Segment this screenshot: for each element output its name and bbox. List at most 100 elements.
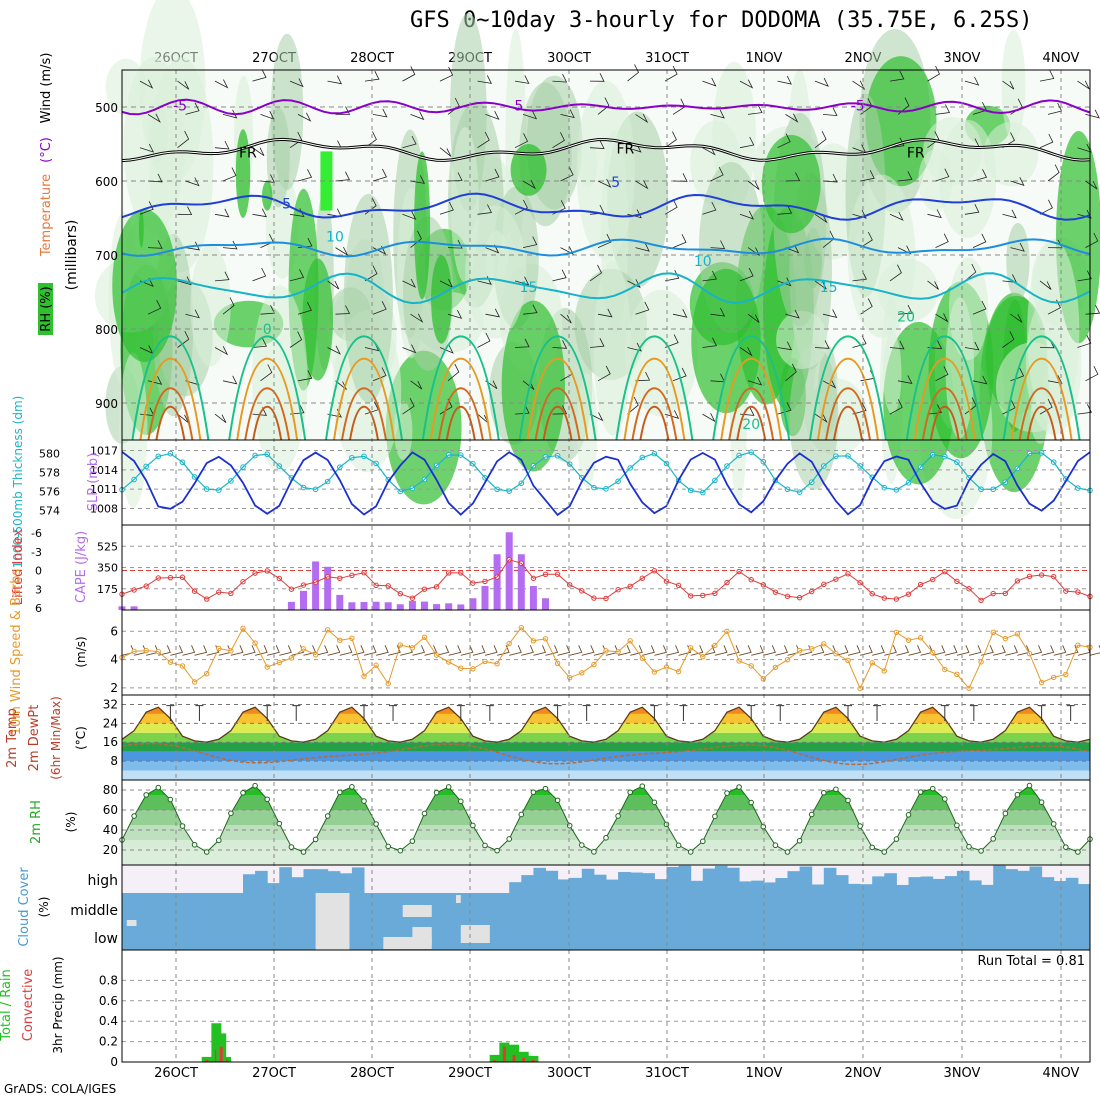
diurnal-contour <box>445 405 476 441</box>
pressure-tick-label: 700 <box>95 249 118 263</box>
surface-wind-barb <box>751 645 764 656</box>
temp-contour-5 <box>121 192 1091 221</box>
minmax-bar <box>776 705 785 721</box>
rh-point <box>700 838 706 845</box>
wind-barb <box>1039 398 1053 415</box>
surface-wind-barb <box>472 645 486 656</box>
cloud-high-cell <box>303 869 317 893</box>
cloud-high-cell <box>848 883 861 893</box>
wind-barb <box>364 265 378 282</box>
rh-point <box>591 849 597 855</box>
diurnal-contour <box>147 387 194 441</box>
rh-blob <box>190 244 231 367</box>
surface-wind-barb <box>388 645 401 656</box>
contour-label: 0 <box>263 322 272 338</box>
rh-point <box>155 784 162 791</box>
cape-bars <box>118 532 549 610</box>
wind-barb <box>252 69 267 82</box>
rh-blob <box>123 57 185 233</box>
ylabel-temp2m: 2m Temp <box>5 708 20 768</box>
diurnal-contour <box>139 357 202 441</box>
surface-wind-barb <box>351 645 365 656</box>
wind-barb <box>822 173 838 183</box>
rh-core <box>138 210 144 248</box>
wind-barb <box>402 135 417 149</box>
wind-barb <box>260 364 273 382</box>
day-label-bottom: 28OCT <box>350 1066 394 1080</box>
wind-barb <box>289 404 305 415</box>
precip-tick-label: 0.8 <box>99 973 118 987</box>
cape-tick-label: 525 <box>97 540 118 553</box>
minmax-bars <box>166 705 1075 721</box>
rh-point <box>990 836 997 842</box>
cloud-level-middle: middle <box>70 903 118 919</box>
cloud-level-low: low <box>94 931 118 947</box>
wind-barb <box>185 177 200 187</box>
surface-wind-barb <box>1089 645 1100 656</box>
rh-point <box>675 842 682 849</box>
surface-wind-barb <box>884 645 897 656</box>
wind-barb <box>214 140 230 150</box>
rh-blob <box>112 209 177 363</box>
pressure-tick-label: 800 <box>95 323 118 337</box>
li-tick-label: -6 <box>31 527 42 540</box>
cloud-high-cell <box>581 868 595 893</box>
wind-barb <box>672 367 687 382</box>
rh-point <box>687 849 694 855</box>
day-label-bottom: 30OCT <box>547 1066 591 1080</box>
wind-barb <box>777 341 793 351</box>
rh-point <box>954 822 960 829</box>
cape-bar <box>481 586 489 610</box>
wind-barb <box>777 75 792 85</box>
rh-point <box>796 837 803 844</box>
li-tick-label: -3 <box>31 546 42 559</box>
wind-barb <box>185 241 201 251</box>
surface-wind-barb <box>654 645 668 656</box>
rh-point <box>821 789 827 796</box>
wind-tick-label: 4 <box>110 653 118 667</box>
wind-barb <box>664 270 680 282</box>
rh-core <box>414 151 431 300</box>
wind-barb <box>935 168 950 182</box>
temp-band <box>122 761 1090 771</box>
minmax-bar <box>940 705 949 721</box>
wind-barb <box>410 313 424 323</box>
ylabel-wind10m: 10m Wind Speed & Barbs <box>9 569 24 736</box>
wind-barb <box>372 301 387 315</box>
surface-wind-barb <box>279 645 292 656</box>
cloud-high-cell <box>545 870 559 893</box>
rh-point <box>288 844 295 850</box>
li-tick-label: 6 <box>35 602 42 615</box>
precip-conv-bar <box>512 1054 516 1062</box>
rh-point <box>518 811 525 818</box>
precip-total-bar <box>518 1051 529 1062</box>
wind-barb <box>139 278 154 287</box>
wind-barb <box>372 168 387 182</box>
slp-tick-label: 1017 <box>90 444 118 457</box>
diurnal-contour <box>325 335 403 441</box>
precip-conv-bar <box>522 1057 526 1062</box>
wind-barb <box>402 344 417 354</box>
wind-barb <box>402 211 417 220</box>
ylabel-lifted-index: Lifted Index <box>11 528 26 605</box>
li-line <box>121 559 1091 601</box>
wind-barb <box>747 247 760 256</box>
ylabel-temp-unit: (°C) <box>74 726 88 750</box>
wind-barb <box>222 297 235 315</box>
rh-point <box>506 836 513 842</box>
wind-barb <box>1077 209 1092 219</box>
rh-point <box>942 796 948 802</box>
wind-barb <box>522 180 536 190</box>
wind-barb <box>860 231 873 248</box>
day-label-bottom: 27OCT <box>252 1066 296 1080</box>
wind-barb <box>222 240 238 250</box>
rh-point <box>397 847 404 854</box>
contour-label: FR <box>616 142 634 158</box>
wind-barb <box>252 267 267 282</box>
precip-conv-bar <box>493 1059 497 1062</box>
minmax-bar <box>844 705 852 721</box>
temp-contour-15 <box>121 272 1091 305</box>
cloud-gap <box>315 893 350 950</box>
day-label-bottom: 1NOV <box>746 1066 783 1080</box>
wind-barb <box>1047 375 1063 384</box>
